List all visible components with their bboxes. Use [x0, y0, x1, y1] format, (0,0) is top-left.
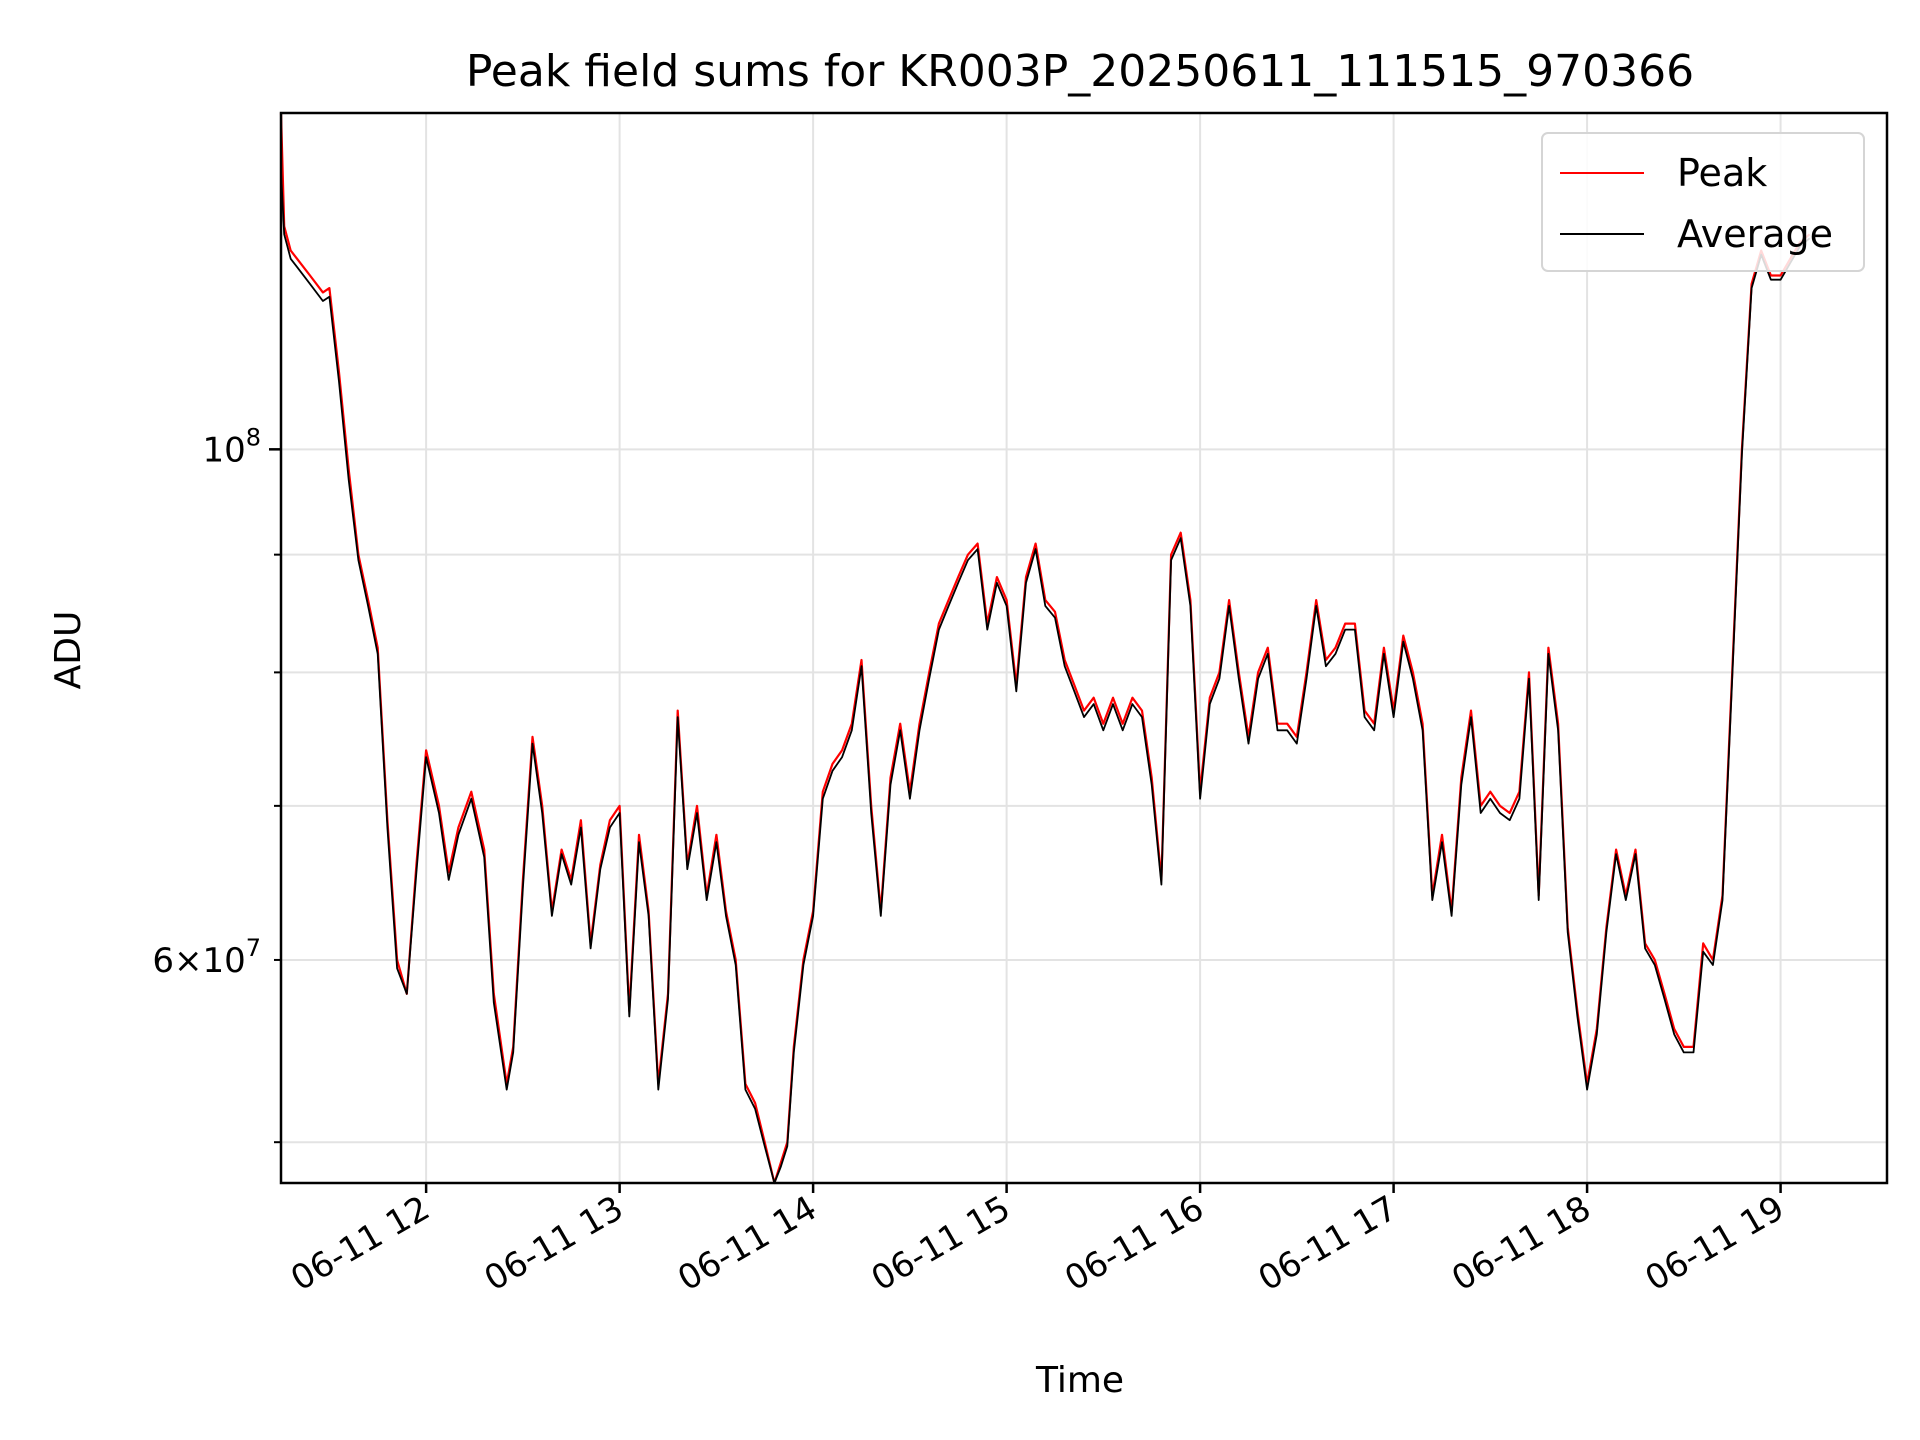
y-tick-label: 6×107	[152, 934, 261, 981]
grid	[281, 113, 1887, 1183]
legend-label: Average	[1677, 212, 1833, 256]
y-tick-base: 10	[202, 941, 245, 981]
series-lines	[279, 112, 1811, 1185]
y-tick-exponent: 7	[246, 934, 261, 962]
series-line-average	[280, 171, 1811, 1184]
chart-title: Peak field sums for KR003P_20250611_1115…	[466, 46, 1694, 97]
y-tick-label: 108	[202, 423, 261, 470]
plot-area	[279, 111, 1889, 1185]
legend: Peak Average	[1541, 132, 1865, 272]
y-tick-times: ×	[174, 941, 203, 981]
y-axis-label: ADU	[48, 611, 89, 690]
legend-label: Peak	[1677, 151, 1767, 195]
y-tick-exponent: 8	[246, 423, 261, 451]
y-tick-base: 10	[202, 430, 245, 470]
y-tick-mantissa: 6	[152, 941, 174, 981]
legend-box	[1541, 132, 1865, 272]
x-axis-label: Time	[1035, 1360, 1124, 1401]
